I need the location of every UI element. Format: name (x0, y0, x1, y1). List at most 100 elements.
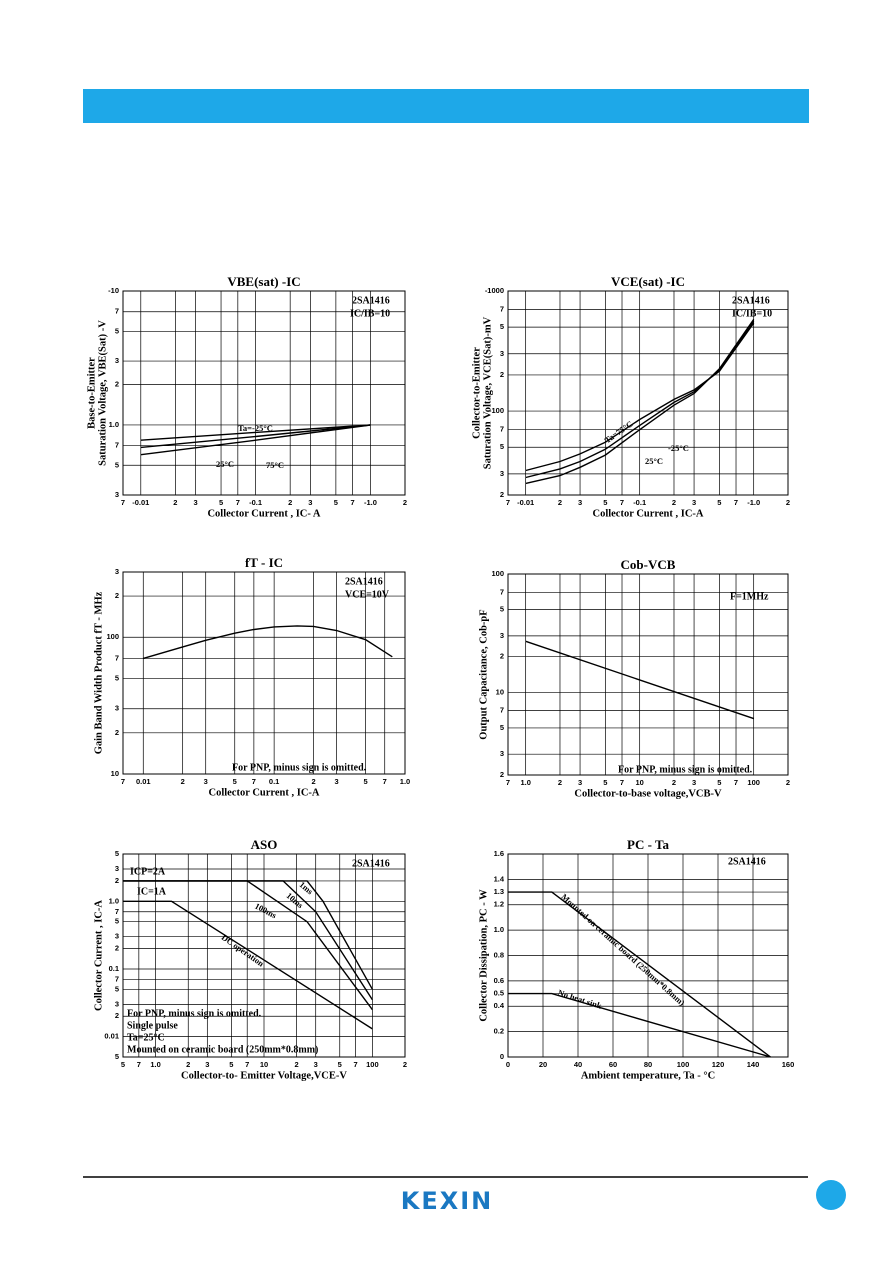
y-tick-label: -100 (489, 406, 504, 415)
y-tick-label: 7 (115, 974, 119, 983)
y-tick-label: 1.0 (109, 896, 119, 905)
x-tick-label: 2 (311, 777, 315, 786)
y-axis-label: Collector-to-Emitter (471, 347, 482, 439)
x-tick-label: 7 (351, 498, 355, 507)
x-tick-label: 7 (620, 778, 624, 787)
y-tick-label: 5 (115, 849, 119, 858)
x-tick-label: 3 (314, 1060, 318, 1069)
x-axis-label: Collector Current , IC-A (208, 787, 319, 798)
y-tick-label: 1.0 (109, 420, 119, 429)
y-tick-label: 5 (115, 1052, 119, 1061)
x-tick-label: 3 (204, 777, 208, 786)
curve (508, 992, 771, 1058)
x-tick-label: 2 (295, 1060, 299, 1069)
annotation: For PNP, minus sign is omitted. (232, 762, 367, 773)
x-tick-label: 3 (578, 498, 582, 507)
x-tick-label: 2 (672, 778, 676, 787)
y-tick-label: 7 (115, 307, 119, 316)
header-bar (83, 89, 809, 123)
annotation: For PNP, minus sign is omitted. (618, 764, 753, 775)
x-tick-label: 0 (506, 1060, 510, 1069)
y-tick-label: 5 (115, 326, 119, 335)
x-axis-label: Ambient temperature, Ta - °C (581, 1070, 715, 1081)
y-tick-label: 7 (115, 441, 119, 450)
annotation: VCE=10V (345, 589, 390, 600)
chart-title: PC - Ta (627, 837, 669, 852)
y-tick-label: 0.1 (109, 964, 119, 973)
x-tick-label: 3 (308, 498, 312, 507)
x-tick-label: -0.1 (633, 498, 646, 507)
y-tick-label: 2 (500, 652, 504, 661)
y-tick-label: 5 (115, 984, 119, 993)
x-tick-label: 3 (692, 778, 696, 787)
curve-label: 75°C (266, 460, 284, 470)
y-tick-label: 1.2 (494, 900, 504, 909)
y-tick-label: 10 (496, 687, 504, 696)
x-tick-label: 7 (245, 1060, 249, 1069)
y-tick-label: 0.6 (494, 976, 504, 985)
x-axis-label: Collector-to- Emitter Voltage,VCE-V (181, 1070, 347, 1081)
x-tick-label: 2 (288, 498, 292, 507)
x-tick-label: 7 (734, 498, 738, 507)
y-tick-label: 5 (500, 605, 504, 614)
annotation: Mounted on ceramic board (250mm*0.8mm) (127, 1044, 318, 1055)
y-tick-label: 3 (115, 567, 119, 576)
x-tick-label: 7 (137, 1060, 141, 1069)
x-tick-label: 2 (173, 498, 177, 507)
x-tick-label: 2 (186, 1060, 190, 1069)
curve (123, 880, 373, 1001)
y-axis-label: Collector Current , IC-A (93, 900, 104, 1011)
curve-label: Mounted on ceramic board (250mm*0.8mm) (559, 892, 687, 1008)
x-tick-label: 100 (677, 1060, 690, 1069)
x-tick-label: 140 (747, 1060, 760, 1069)
y-axis-label: Saturation Voltage, VBE(Sat) -V (97, 320, 108, 466)
y-axis-label: Base-to-Emitter (86, 357, 97, 429)
x-tick-label: 5 (334, 498, 338, 507)
chart-title: fT - IC (245, 555, 283, 570)
curve-label: No heat sink (557, 987, 603, 1011)
y-tick-label: 7 (115, 907, 119, 916)
curve-label: 100ms (253, 901, 279, 921)
y-tick-label: 3 (115, 704, 119, 713)
y-tick-label: 3 (115, 864, 119, 873)
x-tick-label: 120 (712, 1060, 725, 1069)
x-tick-label: 100 (747, 778, 760, 787)
y-tick-label: 5 (115, 917, 119, 926)
y-tick-label: 2 (115, 380, 119, 389)
curve-label: 10ms (284, 890, 305, 910)
annotation: IC/IB=10 (350, 308, 390, 319)
chart-title: Cob-VCB (621, 557, 676, 572)
y-tick-label: 5 (115, 673, 119, 682)
x-axis-label: Collector Current , IC-A (592, 508, 703, 519)
x-tick-label: 2 (181, 777, 185, 786)
y-tick-label: 100 (491, 569, 504, 578)
y-tick-label: 0.2 (494, 1027, 504, 1036)
curve (525, 640, 754, 720)
y-tick-label: 3 (500, 469, 504, 478)
annotation: 2SA1416 (352, 858, 390, 869)
y-tick-label: 3 (500, 749, 504, 758)
annotation: 2SA1416 (352, 295, 390, 306)
curve-label: 25°C (216, 459, 234, 469)
curve (123, 880, 373, 1011)
chart-title: ASO (251, 837, 278, 852)
y-tick-label: 2 (115, 1011, 119, 1020)
plot-frame (122, 571, 406, 775)
x-tick-label: 5 (219, 498, 223, 507)
x-tick-label: 80 (644, 1060, 652, 1069)
x-tick-label: 2 (558, 778, 562, 787)
chart-title: VCE(sat) -IC (611, 274, 685, 289)
y-tick-label: -10 (108, 286, 119, 295)
x-tick-label: 3 (193, 498, 197, 507)
y-tick-label: 5 (500, 442, 504, 451)
y-tick-label: 2 (500, 770, 504, 779)
y-tick-label: 1.6 (494, 849, 504, 858)
y-tick-label: 1.3 (494, 887, 504, 896)
y-tick-label: 2 (115, 591, 119, 600)
x-tick-label: 2 (786, 498, 790, 507)
y-tick-label: 3 (115, 999, 119, 1008)
annotation: For PNP, minus sign is omitted. (127, 1008, 262, 1019)
y-axis-label: Collector Dissipation, PC - W (478, 889, 489, 1022)
x-tick-label: 0.1 (269, 777, 279, 786)
